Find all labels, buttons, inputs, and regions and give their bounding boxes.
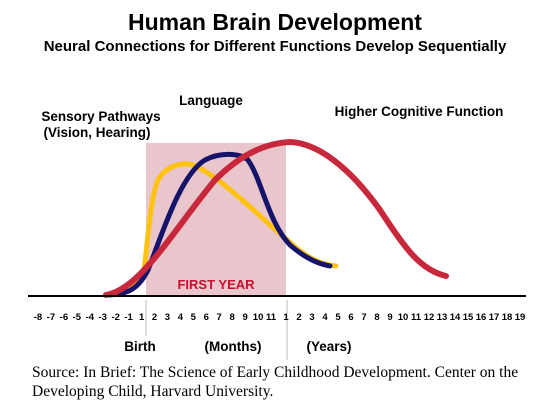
x-tick-year-9: 10 bbox=[398, 312, 409, 323]
series-line-cognitive bbox=[103, 139, 449, 298]
chart-subtitle: Neural Connections for Different Functio… bbox=[43, 38, 507, 55]
x-tick-year-5: 6 bbox=[348, 312, 353, 323]
x-tick-month-2: -6 bbox=[60, 312, 68, 323]
x-tick-month-7: -1 bbox=[124, 312, 133, 323]
x-tick-year-4: 5 bbox=[335, 312, 341, 323]
x-tick-year-15: 16 bbox=[476, 312, 487, 323]
x-tick-year-16: 17 bbox=[489, 312, 500, 323]
first-year-label: FIRST YEAR bbox=[177, 277, 255, 292]
x-tick-year-1: 2 bbox=[296, 312, 301, 323]
x-tick-year-3: 4 bbox=[322, 312, 328, 323]
label-months: (Months) bbox=[205, 339, 262, 354]
source-citation: Source: In Brief: The Science of Early C… bbox=[32, 364, 519, 400]
x-tick-year-0: 1 bbox=[283, 312, 289, 323]
label-language: Language bbox=[179, 93, 243, 108]
x-tick-month-8: 1 bbox=[139, 312, 145, 323]
x-tick-month-15: 8 bbox=[230, 312, 235, 323]
x-tick-year-14: 15 bbox=[463, 312, 474, 323]
x-tick-month-3: -5 bbox=[73, 312, 82, 323]
x-tick-year-13: 14 bbox=[450, 312, 461, 323]
x-tick-year-18: 19 bbox=[515, 312, 526, 323]
x-tick-month-17: 10 bbox=[253, 312, 264, 323]
x-tick-month-10: 3 bbox=[165, 312, 170, 323]
x-tick-month-16: 9 bbox=[242, 312, 247, 323]
x-tick-year-2: 3 bbox=[309, 312, 314, 323]
x-tick-year-7: 8 bbox=[374, 312, 379, 323]
x-tick-year-11: 12 bbox=[424, 312, 435, 323]
x-tick-month-6: -2 bbox=[111, 312, 119, 323]
x-tick-labels: -8 -7 -6 -5 -4 -3 -2 -1 1 2 3 4 5 6 7 8 9 10 11 1 2 3 4 5 6 7 8 9 10… bbox=[34, 312, 526, 323]
x-tick-month-11: 4 bbox=[178, 312, 184, 323]
label-sensory-line2: (Vision, Hearing) bbox=[43, 125, 150, 140]
chart-title: Human Brain Development bbox=[128, 9, 422, 35]
x-tick-year-12: 13 bbox=[437, 312, 448, 323]
x-tick-year-8: 9 bbox=[387, 312, 392, 323]
x-tick-month-13: 6 bbox=[204, 312, 209, 323]
label-cognitive: Higher Cognitive Function bbox=[335, 104, 504, 119]
x-tick-year-6: 7 bbox=[361, 312, 366, 323]
x-tick-month-12: 5 bbox=[191, 312, 197, 323]
label-years: (Years) bbox=[306, 339, 351, 354]
x-tick-month-4: -4 bbox=[86, 312, 95, 323]
x-tick-month-0: -8 bbox=[34, 312, 42, 323]
x-tick-year-17: 18 bbox=[502, 312, 513, 323]
x-tick-month-9: 2 bbox=[152, 312, 157, 323]
label-birth: Birth bbox=[124, 339, 156, 354]
x-tick-month-1: -7 bbox=[47, 312, 55, 323]
x-tick-month-5: -3 bbox=[98, 312, 106, 323]
x-tick-year-10: 11 bbox=[411, 312, 422, 323]
x-tick-month-14: 7 bbox=[217, 312, 222, 323]
label-sensory-line1: Sensory Pathways bbox=[41, 109, 160, 124]
x-tick-month-18: 11 bbox=[266, 312, 277, 323]
